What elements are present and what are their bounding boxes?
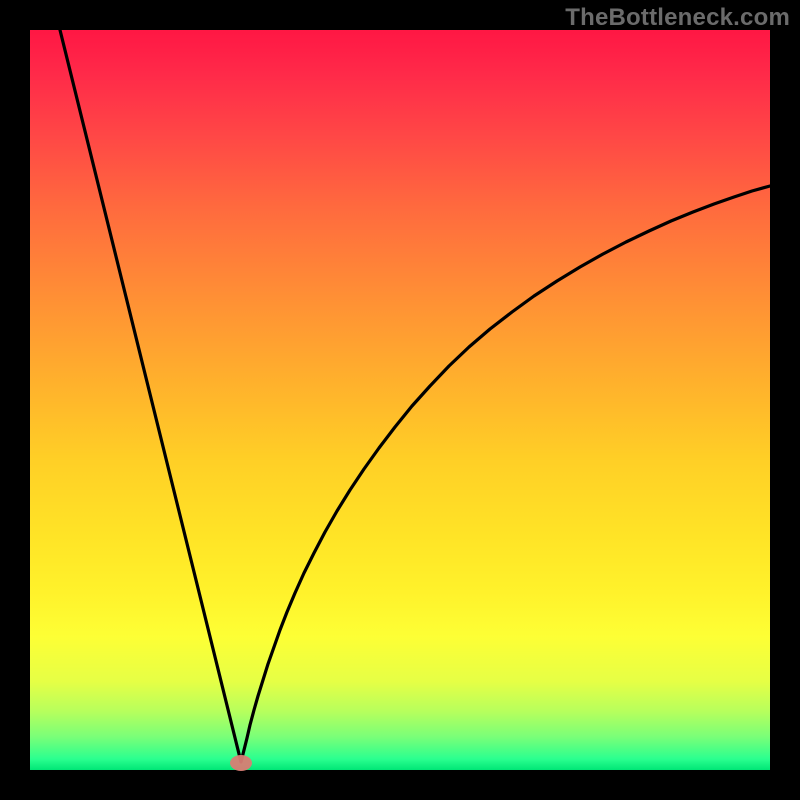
bottleneck-chart xyxy=(0,0,800,800)
chart-frame: TheBottleneck.com xyxy=(0,0,800,800)
